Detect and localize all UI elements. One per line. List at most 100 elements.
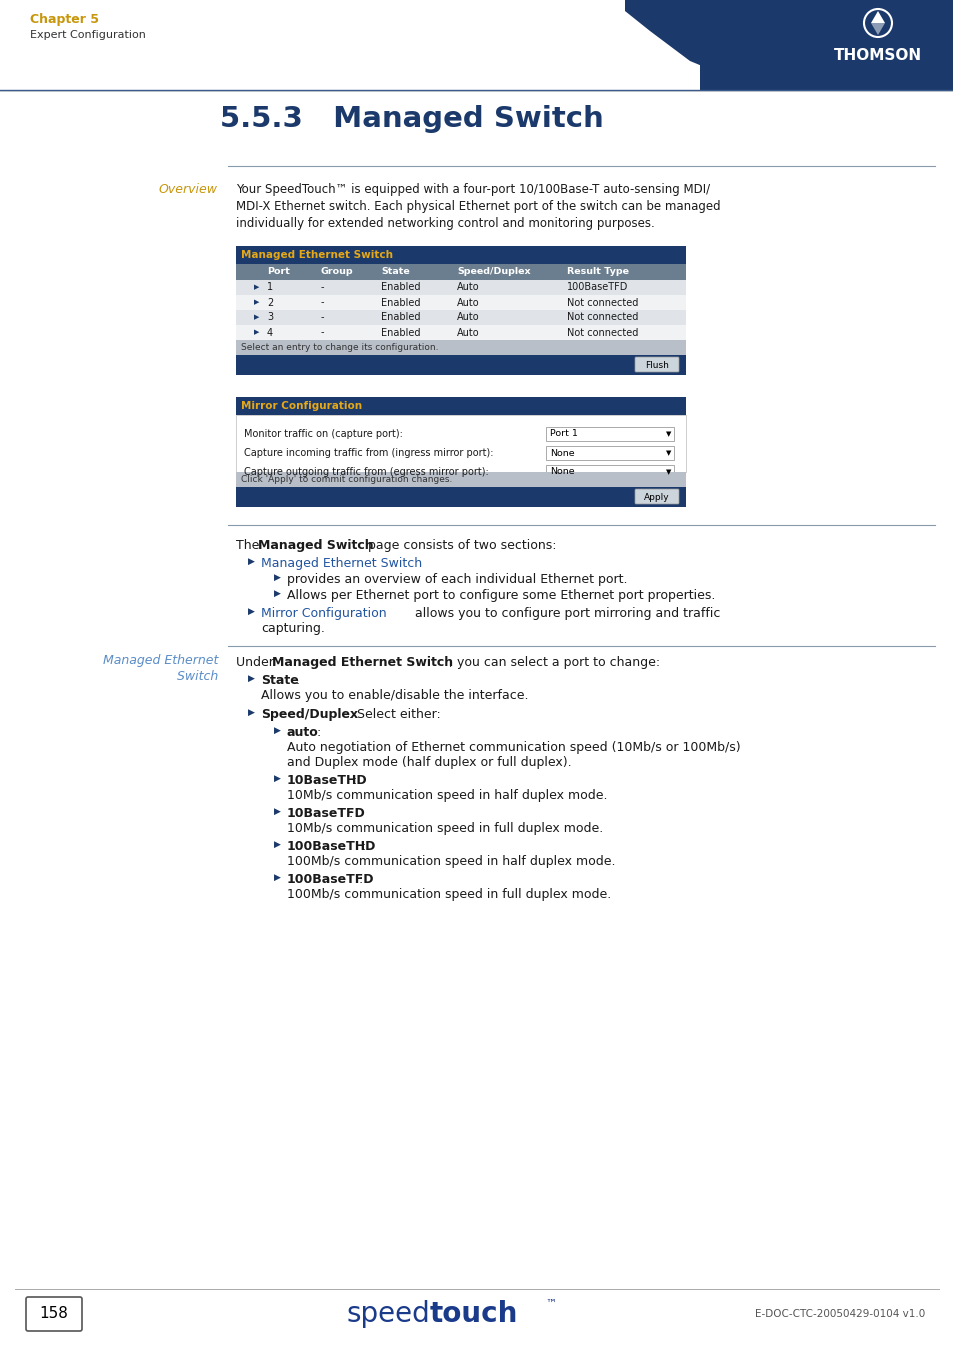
Text: 4: 4	[267, 327, 273, 338]
FancyBboxPatch shape	[235, 280, 685, 295]
Text: E-DOC-CTC-20050429-0104 v1.0: E-DOC-CTC-20050429-0104 v1.0	[754, 1309, 924, 1319]
Text: Enabled: Enabled	[380, 327, 420, 338]
FancyBboxPatch shape	[235, 471, 685, 486]
Text: Managed Ethernet Switch: Managed Ethernet Switch	[261, 557, 421, 570]
Text: 10Mb/s communication speed in full duplex mode.: 10Mb/s communication speed in full duple…	[287, 821, 602, 835]
Text: Enabled: Enabled	[380, 282, 420, 293]
FancyBboxPatch shape	[0, 0, 700, 91]
Text: Click 'Apply' to commit configuration changes.: Click 'Apply' to commit configuration ch…	[241, 476, 452, 484]
Text: Auto negotiation of Ethernet communication speed (10Mb/s or 100Mb/s): Auto negotiation of Ethernet communicati…	[287, 740, 740, 754]
FancyBboxPatch shape	[635, 489, 679, 504]
Text: :: :	[349, 807, 353, 820]
Text: ▼: ▼	[665, 469, 671, 476]
Text: ▼: ▼	[665, 450, 671, 457]
Text: 1: 1	[267, 282, 273, 293]
Text: :: :	[353, 774, 356, 788]
Text: Not connected: Not connected	[566, 312, 638, 323]
Text: State: State	[261, 674, 298, 688]
Text: ▶: ▶	[248, 674, 254, 684]
Text: Enabled: Enabled	[380, 297, 420, 308]
FancyBboxPatch shape	[545, 465, 673, 480]
Text: Result Type: Result Type	[566, 267, 628, 277]
Text: 100BaseTFD: 100BaseTFD	[566, 282, 628, 293]
Text: Allows you to enable/disable the interface.: Allows you to enable/disable the interfa…	[261, 689, 528, 703]
Text: Overview: Overview	[159, 182, 218, 196]
Text: MDI-X Ethernet switch. Each physical Ethernet port of the switch can be managed: MDI-X Ethernet switch. Each physical Eth…	[235, 200, 720, 213]
Text: .: .	[295, 674, 299, 688]
Text: Under: Under	[235, 657, 277, 669]
Text: 10BaseTHD: 10BaseTHD	[287, 774, 367, 788]
Text: THOMSON: THOMSON	[833, 49, 922, 63]
Text: Managed Switch: Managed Switch	[257, 539, 374, 553]
Text: capturing.: capturing.	[261, 621, 325, 635]
Polygon shape	[870, 11, 884, 23]
Text: 3: 3	[267, 312, 273, 323]
Text: 100BaseTHD: 100BaseTHD	[287, 840, 376, 852]
Text: Managed Ethernet: Managed Ethernet	[103, 654, 218, 667]
Text: Your SpeedTouch™ is equipped with a four-port 10/100Base-T auto-sensing MDI/: Your SpeedTouch™ is equipped with a four…	[235, 182, 709, 196]
Text: ▶: ▶	[253, 330, 259, 335]
FancyBboxPatch shape	[0, 0, 953, 91]
Text: ™: ™	[544, 1300, 556, 1309]
Text: -: -	[320, 297, 324, 308]
FancyBboxPatch shape	[235, 263, 685, 280]
Text: ▶: ▶	[274, 807, 280, 816]
Polygon shape	[870, 23, 884, 35]
Text: Port 1: Port 1	[550, 430, 578, 439]
Text: -: -	[320, 312, 324, 323]
Text: provides an overview of each individual Ethernet port.: provides an overview of each individual …	[287, 573, 627, 586]
FancyBboxPatch shape	[235, 415, 685, 471]
Polygon shape	[624, 0, 953, 91]
Text: speed: speed	[346, 1300, 430, 1328]
Text: :: :	[316, 725, 321, 739]
Text: page consists of two sections:: page consists of two sections:	[364, 539, 556, 553]
FancyBboxPatch shape	[235, 486, 685, 507]
Text: 100BaseTFD: 100BaseTFD	[287, 873, 375, 886]
Text: Enabled: Enabled	[380, 312, 420, 323]
Text: Allows per Ethernet port to configure some Ethernet port properties.: Allows per Ethernet port to configure so…	[287, 589, 715, 603]
FancyBboxPatch shape	[235, 309, 685, 326]
Text: Port: Port	[267, 267, 290, 277]
Text: 5.5.3   Managed Switch: 5.5.3 Managed Switch	[220, 105, 603, 132]
Text: Capture incoming traffic from (ingress mirror port):: Capture incoming traffic from (ingress m…	[244, 449, 493, 458]
Text: Group: Group	[320, 267, 354, 277]
FancyBboxPatch shape	[235, 246, 685, 263]
Text: ▶: ▶	[274, 774, 280, 784]
Text: The: The	[235, 539, 263, 553]
Text: -: -	[320, 282, 324, 293]
Text: Monitor traffic on (capture port):: Monitor traffic on (capture port):	[244, 430, 402, 439]
Text: ▶: ▶	[274, 589, 280, 598]
Text: 100Mb/s communication speed in full duplex mode.: 100Mb/s communication speed in full dupl…	[287, 888, 611, 901]
Text: ▶: ▶	[253, 315, 259, 320]
Text: Chapter 5: Chapter 5	[30, 12, 99, 26]
Text: touch: touch	[430, 1300, 517, 1328]
Text: ▶: ▶	[248, 557, 254, 566]
Text: ▶: ▶	[248, 708, 254, 717]
Text: Flush: Flush	[644, 361, 668, 370]
FancyBboxPatch shape	[545, 446, 673, 459]
Text: :: :	[361, 840, 366, 852]
Text: 100Mb/s communication speed in half duplex mode.: 100Mb/s communication speed in half dupl…	[287, 855, 615, 867]
FancyBboxPatch shape	[635, 357, 679, 372]
Text: Apply: Apply	[643, 493, 669, 501]
Text: auto: auto	[287, 725, 318, 739]
Text: Speed/Duplex: Speed/Duplex	[456, 267, 530, 277]
Text: -: -	[320, 327, 324, 338]
Text: 10BaseTFD: 10BaseTFD	[287, 807, 365, 820]
FancyBboxPatch shape	[26, 1297, 82, 1331]
Text: ▶: ▶	[248, 607, 254, 616]
Text: Speed/Duplex: Speed/Duplex	[261, 708, 357, 721]
Text: allows you to configure port mirroring and traffic: allows you to configure port mirroring a…	[411, 607, 720, 620]
Text: ▶: ▶	[253, 300, 259, 305]
Text: State: State	[380, 267, 410, 277]
Text: ▶: ▶	[274, 725, 280, 735]
Text: , you can select a port to change:: , you can select a port to change:	[449, 657, 659, 669]
Text: Not connected: Not connected	[566, 327, 638, 338]
Text: :: :	[358, 873, 363, 886]
Text: Mirror Configuration: Mirror Configuration	[261, 607, 386, 620]
FancyBboxPatch shape	[235, 326, 685, 340]
Text: Expert Configuration: Expert Configuration	[30, 30, 146, 41]
Text: and Duplex mode (half duplex or full duplex).: and Duplex mode (half duplex or full dup…	[287, 757, 571, 769]
Text: 10Mb/s communication speed in half duplex mode.: 10Mb/s communication speed in half duple…	[287, 789, 607, 802]
Text: None: None	[550, 449, 574, 458]
